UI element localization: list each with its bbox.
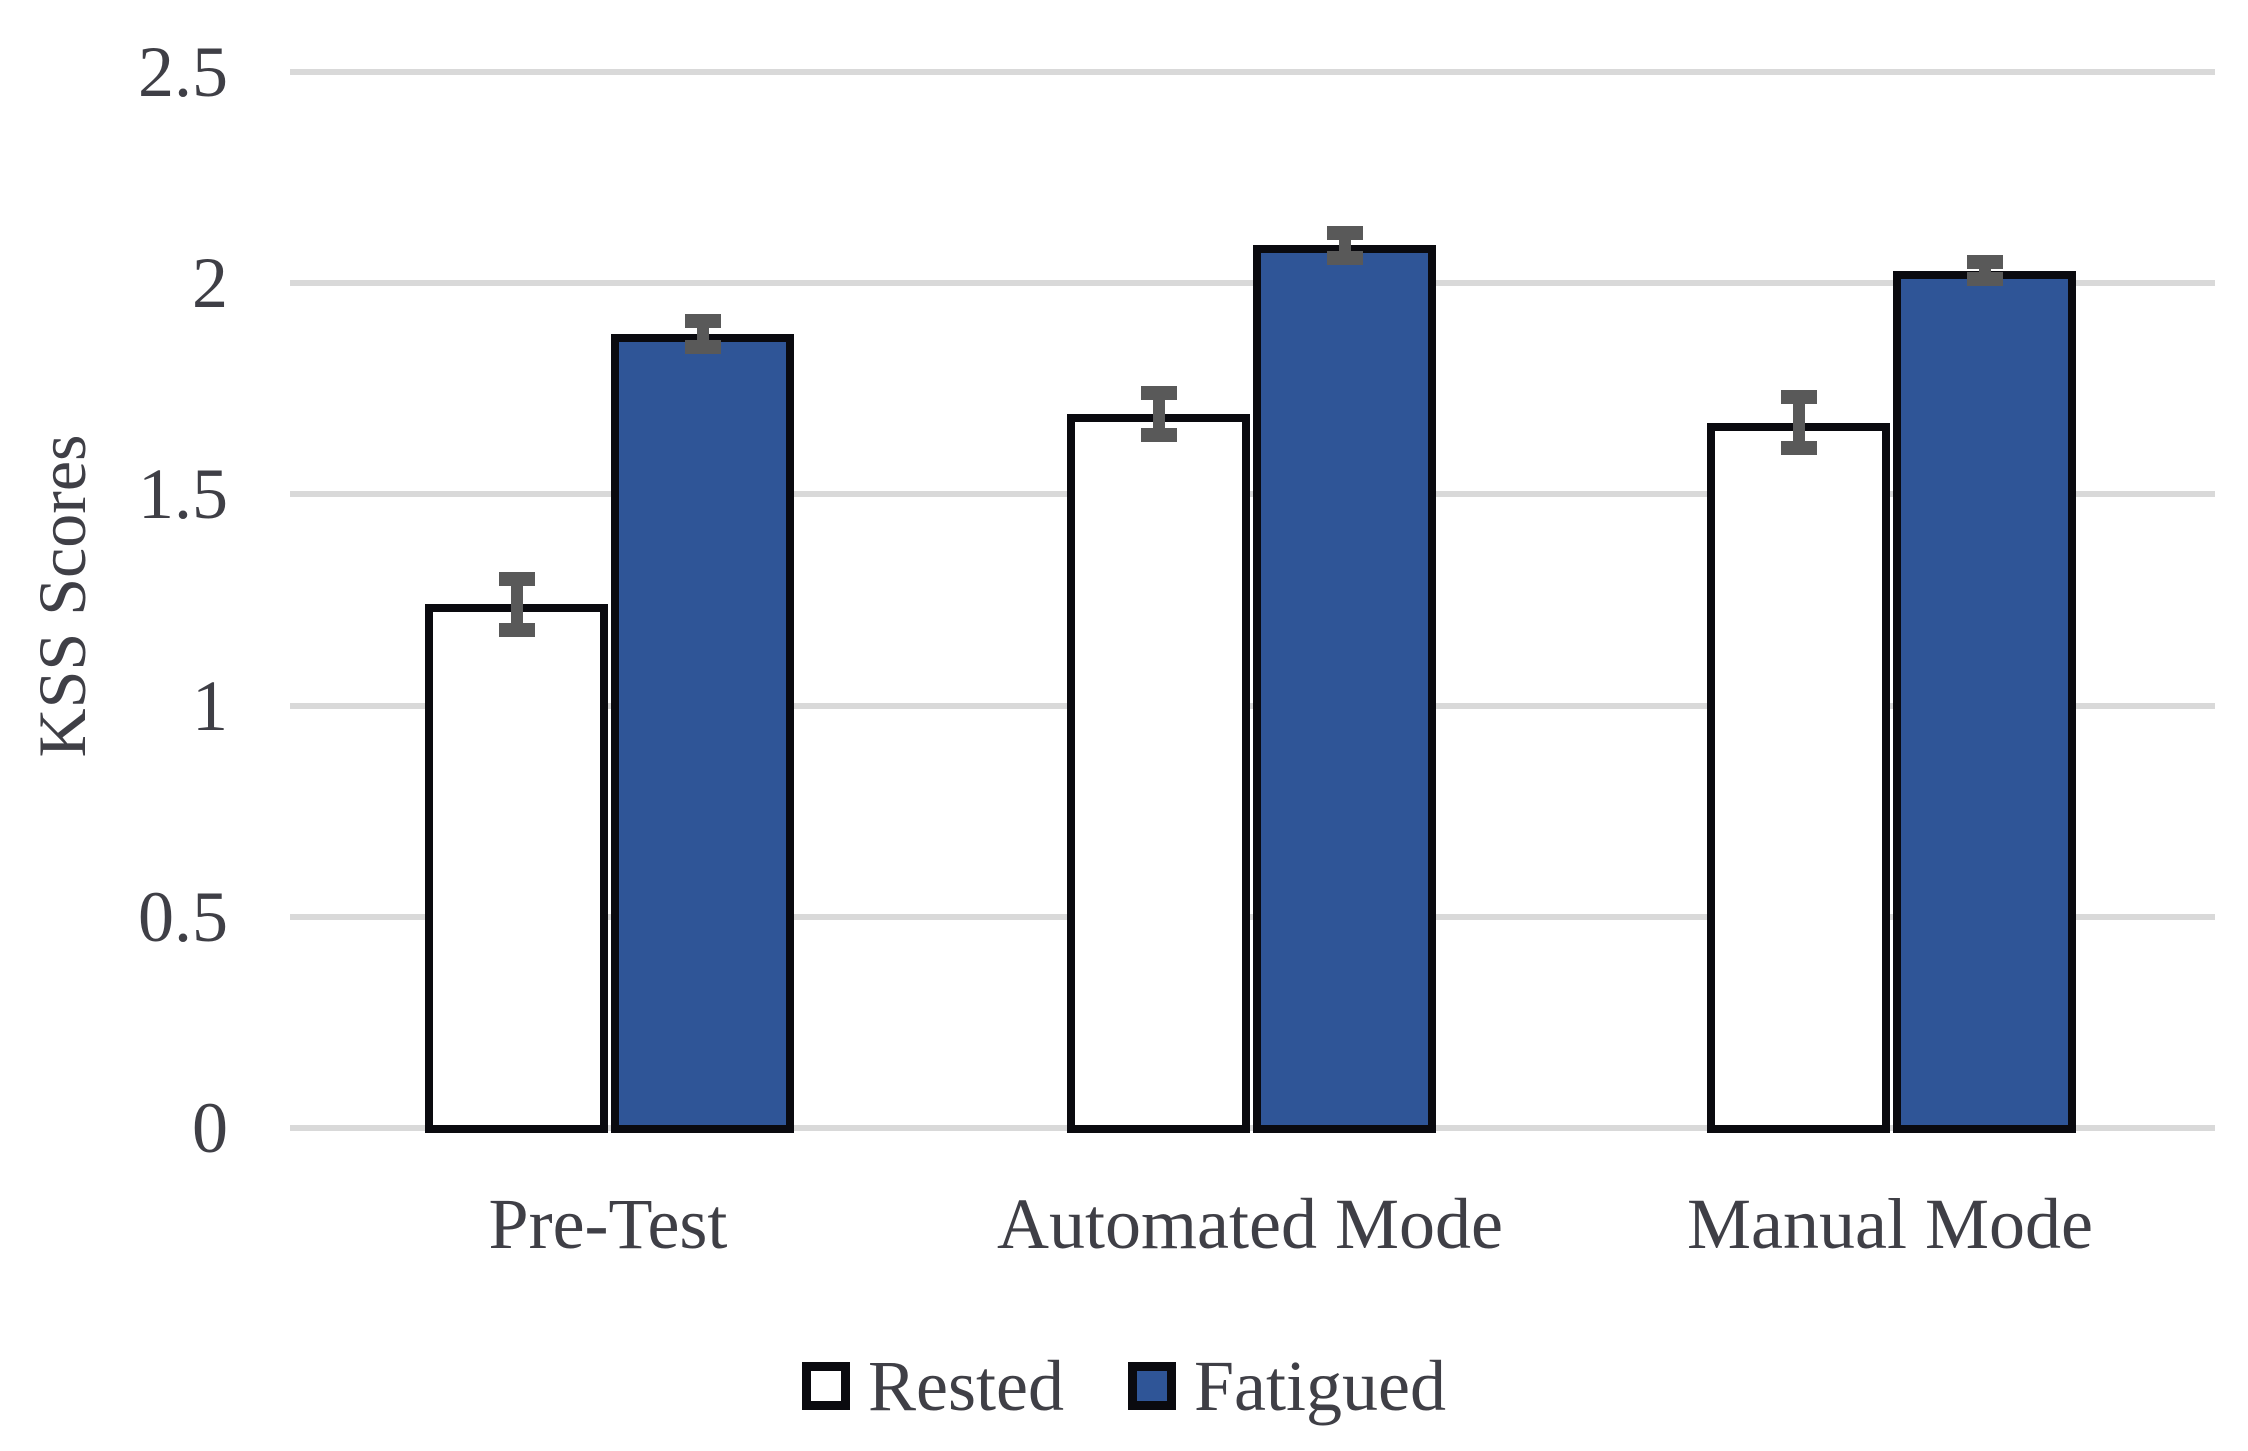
- legend: Rested Fatigued: [0, 1346, 2248, 1426]
- error-bar-cap: [1326, 250, 1363, 265]
- y-tick-label: 0: [192, 1088, 228, 1168]
- legend-item-fatigued: Fatigued: [1128, 1346, 1446, 1426]
- y-tick-label: 2: [192, 243, 228, 324]
- bar-rested-1: [1067, 414, 1250, 1133]
- error-bar-cap: [684, 314, 721, 329]
- error-bar-cap: [684, 339, 721, 354]
- y-tick-label: 0.5: [138, 876, 228, 957]
- bar-fatigued-0: [611, 333, 794, 1133]
- error-bar-cap: [1780, 390, 1817, 405]
- error-bar-cap: [1966, 271, 2003, 286]
- error-bar-stem: [510, 578, 523, 630]
- legend-item-rested: Rested: [802, 1346, 1064, 1426]
- error-bar-stem: [1152, 393, 1165, 436]
- gridline-y-1.5: [290, 491, 2215, 498]
- bar-rested-0: [425, 604, 608, 1133]
- x-category-label: Automated Mode: [997, 1184, 1503, 1264]
- error-bar-cap: [1326, 225, 1363, 240]
- error-bar-cap: [1966, 255, 2003, 270]
- gridline-y-1: [290, 702, 2215, 709]
- y-tick-label: 1: [192, 665, 228, 746]
- legend-swatch-rested: [802, 1362, 851, 1410]
- y-tick-label: 1.5: [138, 454, 228, 535]
- bar-rested-2: [1707, 422, 1890, 1133]
- error-bar-cap: [498, 622, 535, 637]
- error-bar-cap: [498, 571, 535, 586]
- bar-fatigued-1: [1253, 245, 1436, 1133]
- bar-fatigued-2: [1893, 270, 2076, 1133]
- y-tick-label: 2.5: [138, 32, 228, 112]
- x-category-label: Pre-Test: [488, 1184, 728, 1264]
- error-bar-cap: [1140, 428, 1177, 443]
- error-bar-stem: [1792, 397, 1805, 448]
- gridline-y-0.5: [290, 913, 2215, 920]
- error-bar-cap: [1780, 440, 1817, 455]
- x-category-label: Manual Mode: [1687, 1184, 2093, 1264]
- y-axis-title: KSS Scores: [24, 434, 100, 758]
- legend-swatch-fatigued: [1128, 1362, 1176, 1410]
- legend-label-fatigued: Fatigued: [1194, 1346, 1446, 1426]
- error-bar-cap: [1140, 386, 1177, 401]
- legend-label-rested: Rested: [868, 1346, 1064, 1426]
- gridline-y-2.5: [290, 69, 2215, 75]
- gridline-y-2: [290, 280, 2215, 287]
- gridline-y-0: [290, 1125, 2215, 1131]
